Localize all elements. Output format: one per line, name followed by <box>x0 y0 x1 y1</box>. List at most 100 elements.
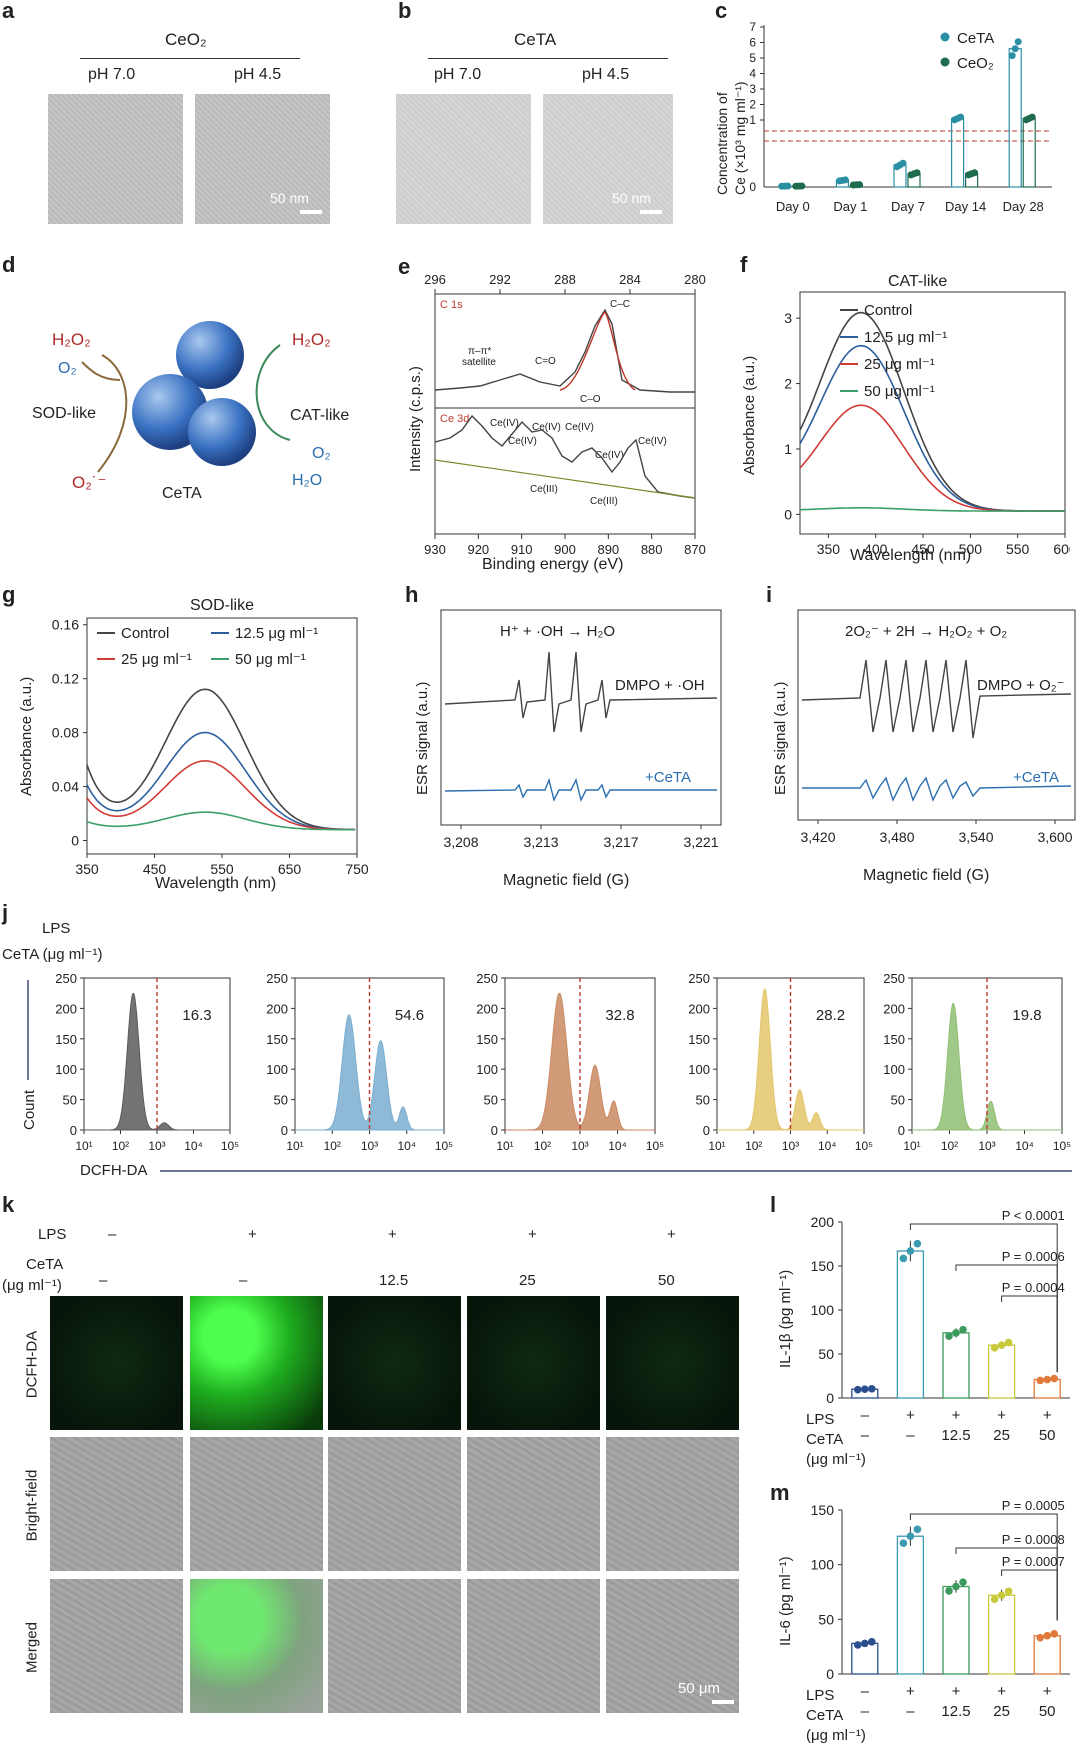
l-marks-ceta-value: 50 <box>1039 1427 1056 1444</box>
j-ytick-label: 100 <box>55 1062 77 1077</box>
l-marks-point <box>913 1239 922 1248</box>
e-top-tick-label: 284 <box>619 272 641 287</box>
j-ytick-label: 100 <box>476 1062 498 1077</box>
m-marks-ceta-value: 12.5 <box>941 1703 970 1720</box>
d-cat-label: CAT-like <box>290 407 349 424</box>
l-marks-point <box>959 1325 967 1334</box>
j-ytick-label: 150 <box>55 1032 77 1047</box>
m-marks-pvalue: P = 0.0007 <box>1002 1554 1065 1569</box>
l-chart: IL-1β (pg ml⁻¹) LPS CeTA (μg ml⁻¹) 0 50 10… <box>777 1208 1070 1468</box>
h-trace-dmpo <box>444 651 718 733</box>
j-percent: 32.8 <box>605 1007 634 1024</box>
g-marks-series-line <box>86 760 356 831</box>
e-bottom-tick-label: 890 <box>597 542 619 557</box>
f-marks-xtick-label: 550 <box>1006 541 1030 557</box>
g-xlabel: Wavelength (nm) <box>155 875 276 892</box>
l-marks-ceta-value: – <box>906 1427 915 1444</box>
b-ph-left: pH 7.0 <box>434 66 482 83</box>
g-marks-ytick-label: 0.04 <box>52 779 79 795</box>
m-marks-point <box>1043 1631 1051 1640</box>
b-ph-right: pH 4.5 <box>582 66 630 83</box>
a-scale-label: 50 nm <box>270 190 309 206</box>
m-marks-point <box>861 1639 869 1648</box>
j-ytick-label: 50 <box>484 1093 498 1108</box>
f-marks-legend-label: Control <box>864 302 912 319</box>
l-marks-pvalue: P = 0.0006 <box>1002 1249 1065 1264</box>
panel-letter-a: a <box>2 0 15 23</box>
panel-letter-e: e <box>398 254 411 279</box>
m-marks-lps-value: + <box>952 1683 961 1700</box>
l-marks-lps-value: + <box>906 1407 915 1424</box>
j-xtick-label: 10⁴ <box>608 1139 627 1153</box>
k-micrograph <box>467 1296 600 1430</box>
l-marks-bar <box>942 1332 970 1399</box>
k-scale-label: 50 μm <box>678 1680 720 1697</box>
e-bottom-tick-label: 920 <box>467 542 489 557</box>
k-micrograph <box>467 1579 600 1713</box>
m-marks-point <box>1036 1633 1044 1642</box>
l-marks-point <box>997 1341 1006 1349</box>
l-marks-pvalue: P = 0.0004 <box>1002 1280 1065 1295</box>
j-xtick-label: 10¹ <box>903 1139 920 1153</box>
i-xlabel: Magnetic field (G) <box>863 867 989 884</box>
m-marks-point <box>990 1595 999 1604</box>
e-c1s-fit <box>559 310 636 391</box>
a-material: CeO₂ <box>165 30 207 49</box>
j-xtick-label: 10¹ <box>708 1139 725 1153</box>
c-bar <box>951 117 965 188</box>
j-ytick-label: 0 <box>281 1123 288 1138</box>
c-point <box>1014 38 1022 46</box>
c-ytick-label: 7 <box>749 20 756 34</box>
i-ticks-tick-label: 3,480 <box>879 829 914 845</box>
c-point <box>913 169 921 177</box>
c-point <box>1011 45 1019 53</box>
j-row-lps: LPS <box>42 920 71 937</box>
f-marks-series-line <box>799 507 1065 512</box>
b-material: CeTA <box>514 30 557 49</box>
e-bottom-tick-label: 930 <box>424 542 446 557</box>
g-marks-series-line <box>86 731 356 831</box>
c-point <box>971 169 979 177</box>
j-ytick-label: 250 <box>883 971 905 986</box>
e-ce-6: Ce(IV) <box>638 436 667 447</box>
b-tem-image-ph45 <box>543 94 673 224</box>
c-chart: Concentration of Ce (×10³ mg ml⁻¹) 7 65 43… <box>714 20 1052 214</box>
m-marks-lps-value: + <box>906 1683 915 1700</box>
j-xtick-label: 10⁵ <box>1053 1139 1071 1153</box>
e-ce3d-base <box>434 459 696 499</box>
b-tem-image-ph7 <box>396 94 531 224</box>
k-micrograph <box>50 1437 183 1571</box>
l-marks-ytick-label: 200 <box>811 1214 835 1230</box>
l-marks-point <box>1036 1376 1044 1385</box>
f-marks-ytick-label: 0 <box>784 506 792 522</box>
k-micrograph <box>50 1579 183 1713</box>
j-xtick-label: 10² <box>534 1139 551 1153</box>
l-marks-point <box>868 1384 876 1393</box>
c-ytick-label: 6 <box>749 36 756 50</box>
d-sphere-right <box>188 398 256 466</box>
h-title: H⁺ + ·OH → H₂O <box>500 623 615 640</box>
e-c-o: C–O <box>580 394 601 405</box>
l-marks-ytick-label: 0 <box>826 1390 834 1406</box>
e-xlabel: Binding energy (eV) <box>482 556 623 573</box>
c-ytick-label: 5 <box>749 51 756 65</box>
j-ytick-label: 250 <box>55 971 77 986</box>
g-chart: SOD-like Absorbance (a.u.) Wavelength (n… <box>18 597 369 892</box>
d-h2o-right: H₂O <box>292 472 322 489</box>
j-xtick-label: 10⁴ <box>818 1139 837 1153</box>
j-xtick-label: 10¹ <box>75 1139 92 1153</box>
e-ce-5: Ce(IV) <box>595 450 624 461</box>
k-micrograph <box>190 1579 323 1713</box>
f-marks-legend-label: 25 μg ml⁻¹ <box>864 356 935 373</box>
m-marks-ytick-label: 100 <box>811 1557 835 1573</box>
i-ylabel: ESR signal (a.u.) <box>772 682 789 795</box>
panel-letter-d: d <box>2 252 16 277</box>
k-ceta-value: 25 <box>519 1272 536 1289</box>
f-marks-frame <box>799 291 1066 535</box>
g-marks-series-line <box>86 811 356 831</box>
f-marks-xtick-label: 500 <box>959 541 983 557</box>
m-marks-point <box>899 1539 908 1547</box>
d-sphere-top <box>176 321 244 389</box>
c-ylabel-1: Concentration of <box>714 92 730 195</box>
j-xlabel: DCFH-DA <box>80 1162 148 1179</box>
